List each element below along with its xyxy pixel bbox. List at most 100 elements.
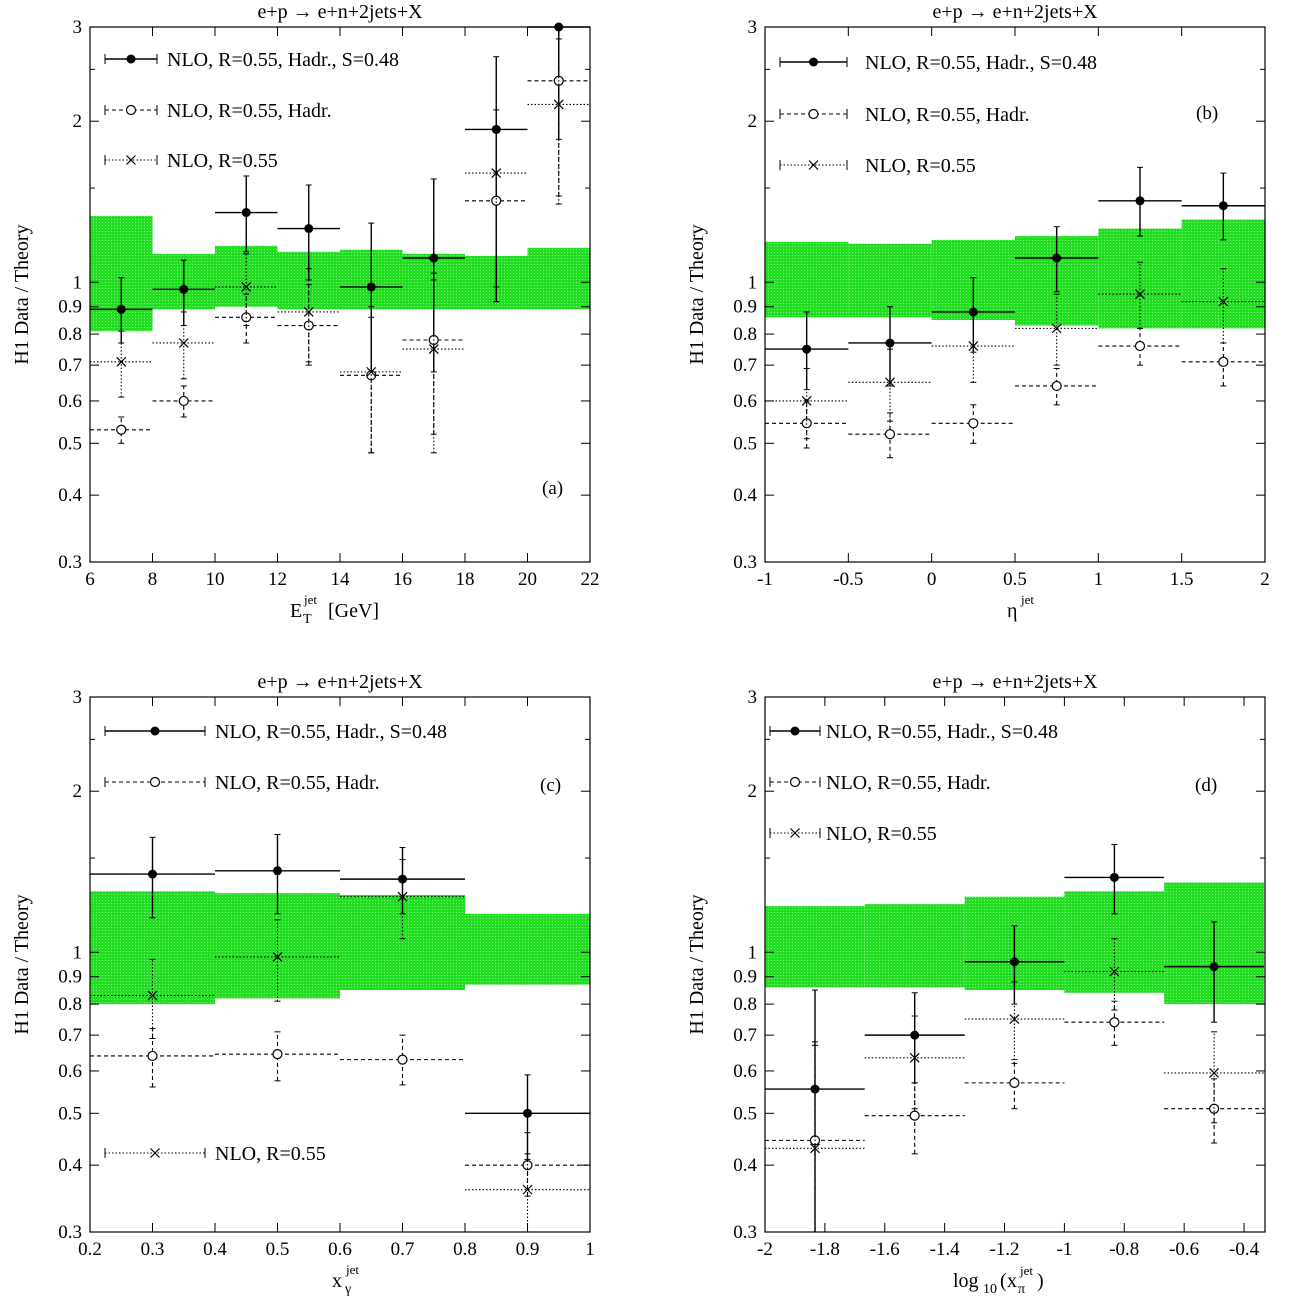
uncertainty-band-bin <box>848 243 932 318</box>
x-tick-label: 12 <box>268 569 287 590</box>
data-point <box>1064 938 1165 1011</box>
data-point <box>340 859 465 940</box>
marker-cross <box>1218 296 1229 307</box>
marker-open-circle <box>789 776 801 788</box>
marker-open-circle <box>808 108 819 120</box>
y-tick-label: 0.8 <box>58 324 82 345</box>
marker-cross <box>522 1184 533 1195</box>
marker-open-circle <box>116 424 127 435</box>
marker-filled-circle <box>1209 962 1219 972</box>
x-axis-label-var-sub: π <box>1018 1282 1025 1297</box>
y-tick-label: 0.7 <box>733 1025 757 1046</box>
x-axis-label-sub: T <box>303 612 312 627</box>
legend-entry: NLO, R=0.55 <box>779 155 976 177</box>
marker-open-circle <box>1134 340 1146 352</box>
data-point <box>1164 1031 1265 1124</box>
data-point <box>1181 172 1265 241</box>
marker-cross <box>553 99 564 110</box>
y-tick-label: 0.4 <box>58 1155 82 1176</box>
uncertainty-band-bin <box>765 241 849 318</box>
marker-cross <box>147 990 158 1001</box>
legend-entry: NLO, R=0.55, Hadr., S=0.48 <box>779 52 1097 74</box>
data-point <box>465 1153 590 1232</box>
uncertainty-band-bin <box>864 904 965 988</box>
data-point <box>215 1031 340 1082</box>
data-point <box>864 1015 965 1110</box>
data-point <box>848 348 932 422</box>
marker-cross <box>303 307 314 317</box>
legend-entry: NLO, R=0.55, Hadr. <box>769 772 991 794</box>
y-tick-label: 3 <box>748 687 758 708</box>
marker-cross <box>178 338 189 348</box>
x-tick-label: 20 <box>518 569 537 590</box>
marker-filled-circle <box>523 1108 532 1118</box>
marker-filled-circle <box>1135 196 1145 206</box>
y-tick-label: 2 <box>73 111 83 132</box>
marker-cross <box>491 168 502 178</box>
data-point <box>964 981 1065 1064</box>
x-axis-label-paren-close: ) <box>1037 1270 1044 1292</box>
legend-label: NLO, R=0.55, Hadr., S=0.48 <box>167 49 399 71</box>
x-axis-label-unit: [GeV] <box>328 600 379 622</box>
legend-label: NLO, R=0.55 <box>865 155 976 177</box>
y-tick-label: 0.8 <box>733 324 757 345</box>
legend-entry: NLO, R=0.55, Hadr., S=0.48 <box>104 721 447 743</box>
series-filled <box>765 166 1265 391</box>
marker-cross <box>968 341 979 351</box>
marker-cross <box>909 1052 920 1063</box>
x-tick-label: 10 <box>206 569 225 590</box>
marker-cross <box>790 828 800 838</box>
marker-filled-circle <box>1009 957 1019 967</box>
x-tick-label: 22 <box>581 569 600 590</box>
y-tick-label: 0.3 <box>733 1222 757 1243</box>
marker-cross <box>272 952 283 962</box>
legend-label: NLO, R=0.55, Hadr., S=0.48 <box>865 52 1097 74</box>
x-tick-label: 0 <box>927 569 937 590</box>
marker-open-circle <box>147 1050 158 1062</box>
marker-open-circle <box>1109 1017 1120 1028</box>
uncertainty-band-bin <box>465 913 590 985</box>
x-tick-label: -0.4 <box>1229 1239 1260 1260</box>
data-point <box>931 314 1015 383</box>
marker-cross <box>1135 289 1145 300</box>
x-tick-label: -1.6 <box>870 1239 900 1260</box>
y-tick-label: 0.3 <box>733 552 757 573</box>
legend-label: NLO, R=0.55, Hadr., S=0.48 <box>215 721 447 743</box>
marker-filled-circle <box>179 284 189 294</box>
x-tick-label: 0.5 <box>1003 569 1027 590</box>
legend-entry: NLO, R=0.55, Hadr., S=0.48 <box>104 49 399 71</box>
marker-filled-circle <box>885 338 895 348</box>
marker-cross <box>1009 1014 1020 1025</box>
x-tick-label: 0.7 <box>391 1239 415 1260</box>
marker-cross <box>428 344 439 355</box>
marker-filled-circle <box>241 208 251 218</box>
legend-label: NLO, R=0.55, Hadr. <box>167 100 332 122</box>
chart-title: e+p → e+n+2jets+X <box>932 671 1098 693</box>
data-point <box>1181 268 1265 344</box>
y-axis-label: H1 Data / Theory <box>686 894 708 1034</box>
x-tick-label: -1.2 <box>989 1239 1019 1260</box>
uncertainty-band-bin <box>765 906 865 988</box>
y-tick-label: 0.4 <box>733 485 757 506</box>
x-tick-label: 0.3 <box>141 1239 165 1260</box>
data-point <box>1181 342 1265 387</box>
legend-entry: NLO, R=0.55, Hadr., S=0.48 <box>769 721 1058 743</box>
x-axis-label-main: η <box>1007 600 1017 622</box>
data-point <box>277 268 340 363</box>
y-axis-label: H1 Data / Theory <box>11 894 33 1034</box>
data-point <box>215 919 340 1002</box>
marker-filled-circle <box>1052 253 1062 263</box>
marker-open-circle <box>272 1049 283 1060</box>
x-axis-label-sup: jet <box>1020 592 1034 607</box>
x-axis-label-sup: jet <box>345 1262 359 1277</box>
marker-cross <box>1209 1067 1220 1078</box>
panel-label: (d) <box>1195 775 1217 796</box>
marker-open-circle <box>968 418 979 429</box>
series-cross <box>765 261 1265 440</box>
x-tick-label: 0.9 <box>516 1239 540 1260</box>
y-axis-label: H1 Data / Theory <box>11 224 33 364</box>
x-tick-label: 1 <box>1094 569 1104 590</box>
legend-entry: NLO, R=0.55 <box>769 823 937 845</box>
x-tick-label: 0.8 <box>453 1239 477 1260</box>
